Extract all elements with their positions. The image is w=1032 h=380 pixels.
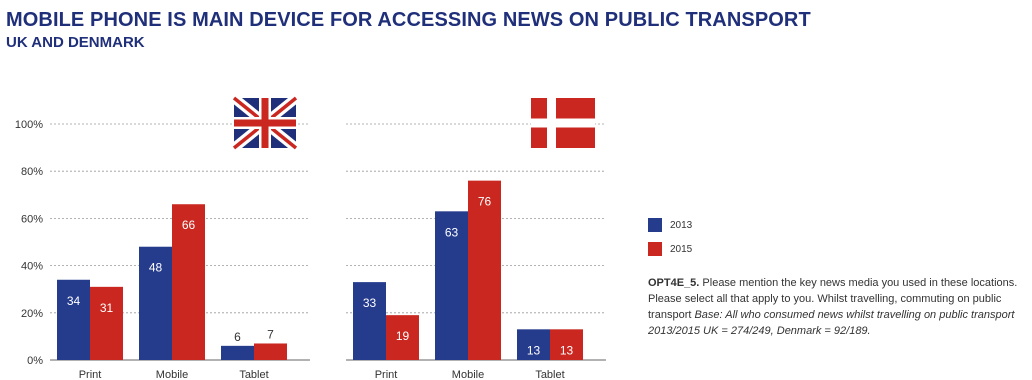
- footnote: OPT4E_5. Please mention the key news med…: [648, 275, 1028, 339]
- denmark-bar-2013-tablet: [517, 329, 550, 360]
- y-tick-label: 0%: [27, 355, 43, 367]
- denmark-data-label: 33: [363, 296, 377, 310]
- denmark-data-label: 76: [478, 195, 492, 209]
- denmark-bar-2013-print: [353, 282, 386, 360]
- denmark-bar-2015-mobile: [468, 180, 501, 360]
- legend-item-2013: 2013: [648, 215, 692, 235]
- denmark-chart-panel: 33 63 13 19 76 13 Print Mobile Tablet: [346, 123, 606, 380]
- denmark-category-label: Print: [375, 369, 398, 380]
- uk-bar-2013-mobile: [139, 246, 172, 360]
- uk-bar-2015-print: [90, 286, 123, 360]
- uk-chart-panel: 0% 20% 40% 60% 80% 100% 34 48 6 31 66 7 Print Mobile T…: [15, 119, 310, 380]
- legend-item-2015: 2015: [648, 239, 692, 259]
- uk-category-label: Print: [79, 369, 102, 380]
- denmark-data-label: 19: [396, 329, 410, 343]
- footnote-code: OPT4E_5.: [648, 277, 700, 289]
- footnote-base: Base: All who consumed news whilst trave…: [648, 309, 1015, 337]
- denmark-bar-2015-print: [386, 315, 419, 360]
- uk-bar-2013-print: [57, 279, 90, 360]
- uk-bar-2013-tablet: [221, 345, 254, 360]
- uk-data-label: 31: [100, 301, 114, 315]
- uk-flag-icon: [230, 94, 300, 152]
- denmark-bar-2013-mobile: [435, 211, 468, 360]
- legend-swatch-2013: [648, 218, 662, 232]
- uk-data-label: 6: [234, 330, 241, 344]
- y-tick-label: 40%: [21, 261, 43, 273]
- uk-category-label: Tablet: [239, 369, 268, 380]
- y-tick-label: 80%: [21, 166, 43, 178]
- denmark-data-label: 13: [527, 343, 541, 357]
- legend-label-2015: 2015: [670, 243, 693, 255]
- denmark-category-label: Mobile: [452, 369, 484, 380]
- uk-data-label: 7: [267, 327, 274, 341]
- legend: 2013 2015: [648, 215, 692, 263]
- charts-area: 0% 20% 40% 60% 80% 100% 34 48 6 31 66 7 Print Mobile T…: [14, 94, 606, 380]
- footnote-question: Please mention the key news media you us…: [648, 277, 1018, 321]
- uk-data-label: 48: [149, 261, 163, 275]
- denmark-category-label: Tablet: [535, 369, 564, 380]
- uk-data-label: 34: [67, 294, 81, 308]
- uk-bar-2015-tablet: [254, 343, 287, 360]
- uk-data-label: 66: [182, 218, 196, 232]
- denmark-data-label: 13: [560, 343, 574, 357]
- denmark-flag-icon: [531, 98, 595, 148]
- y-tick-label: 100%: [15, 119, 43, 131]
- chart-subtitle: UK AND DENMARK: [6, 34, 145, 51]
- y-tick-label: 60%: [21, 213, 43, 225]
- denmark-data-label: 63: [445, 225, 459, 239]
- legend-swatch-2015: [648, 242, 662, 256]
- y-tick-label: 20%: [21, 308, 43, 320]
- uk-category-label: Mobile: [156, 369, 188, 380]
- chart-title: MOBILE PHONE IS MAIN DEVICE FOR ACCESSIN…: [6, 9, 811, 31]
- denmark-bar-2015-tablet: [550, 329, 583, 360]
- legend-label-2013: 2013: [670, 219, 693, 231]
- uk-bar-2015-mobile: [172, 204, 205, 360]
